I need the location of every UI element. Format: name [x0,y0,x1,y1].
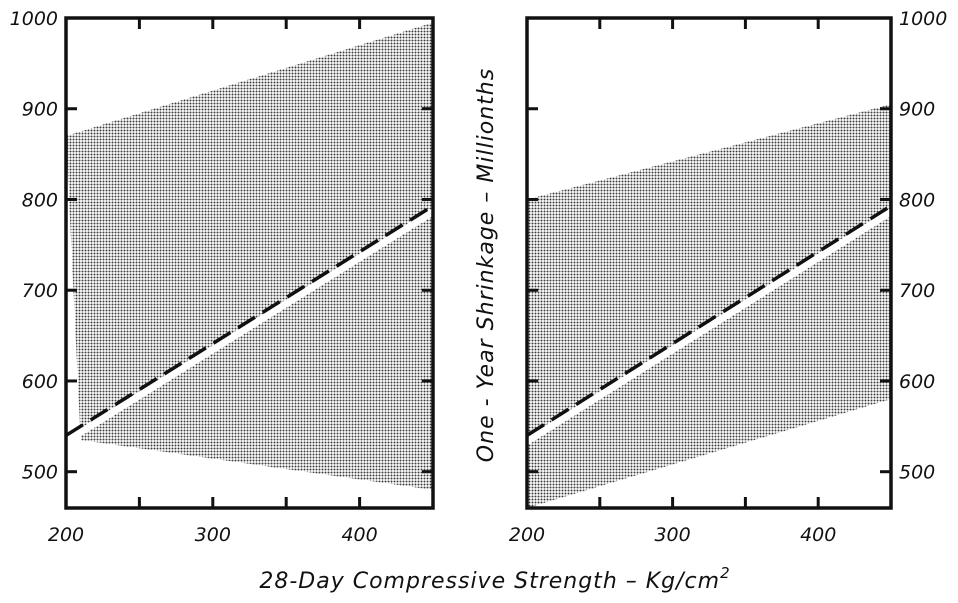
right-x-tick-label: 400 [800,524,836,546]
right-white-gap-line [527,208,891,445]
left-x-tick-label: 300 [195,524,231,546]
right-plot-frame [525,16,893,510]
left-shaded-band [66,22,433,490]
left-y-tick-label: 1000 [10,8,58,30]
right-y-tick-label: 700 [899,280,935,302]
right-dashed-trend-line [527,204,891,437]
left-y-tick-label: 500 [22,462,58,484]
right-y-tick-label: 800 [899,189,935,211]
left-y-tick-label: 800 [22,189,58,211]
left-y-tick-label: 600 [22,371,58,393]
left-x-tick-label: 200 [48,524,84,546]
y-axis-title: One - Year Shrinkage – Millionths [474,68,499,462]
right-y-tick-label: 1000 [899,8,947,30]
right-y-tick-label: 500 [899,462,935,484]
left-y-tick-label: 900 [22,99,58,121]
left-x-tick-label: 400 [341,524,377,546]
right-y-tick-label: 600 [899,371,935,393]
right-shaded-band [527,104,891,508]
right-x-tick-label: 200 [509,524,545,546]
left-y-tick-label: 700 [22,280,58,302]
right-panel: 200 300 400 500 600 700 800 900 1000 [509,8,947,546]
left-panel: 200 300 400 500 600 700 800 900 1000 [10,8,435,546]
left-dashed-trend-line [66,204,433,437]
x-axis-title: 28-Day Compressive Strength – Kg/cm2 [259,564,730,594]
x-axis-title-main: 28-Day Compressive Strength – Kg/cm [259,569,720,594]
right-x-tick-label: 300 [654,524,690,546]
left-plot-frame [64,16,435,510]
right-y-tick-label: 900 [899,99,935,121]
x-axis-title-superscript: 2 [720,564,731,582]
left-white-gap-line [66,208,433,445]
